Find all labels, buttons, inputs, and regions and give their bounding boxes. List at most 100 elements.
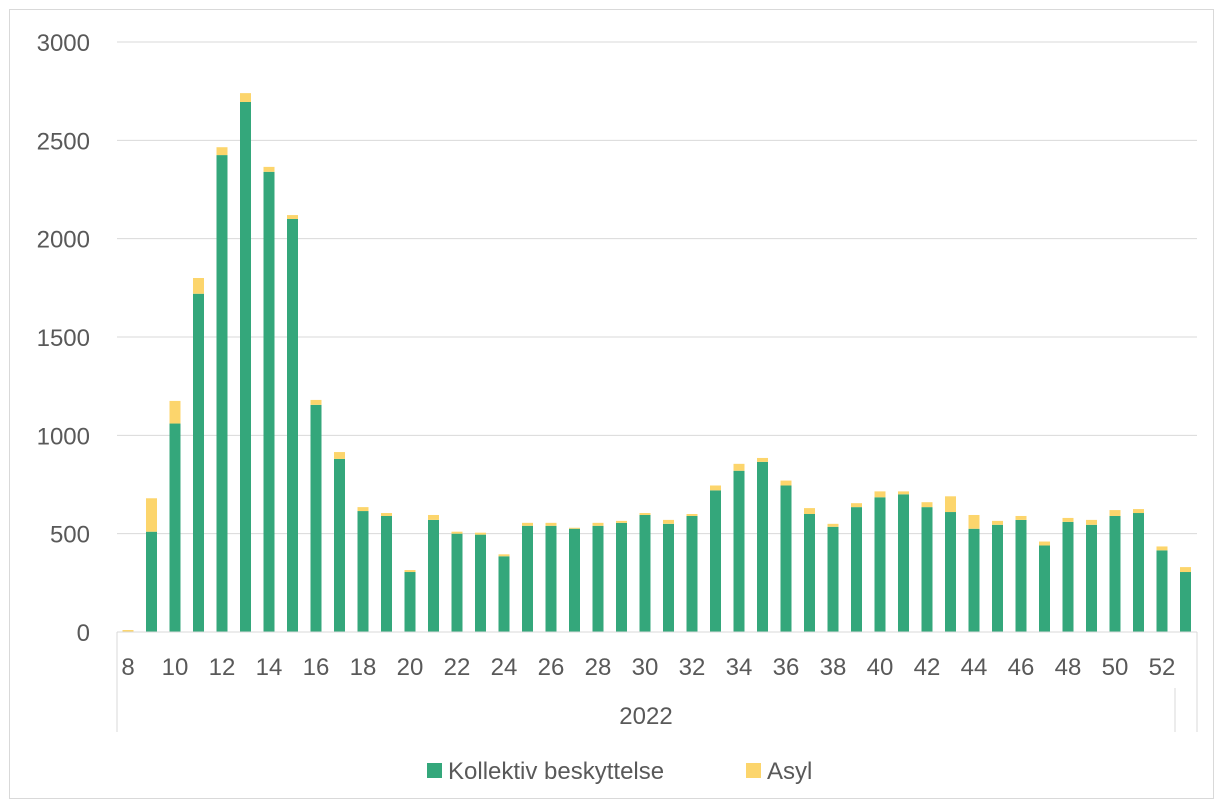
bar-kollektiv-week-18 [357, 511, 369, 632]
x-tick-label-42: 42 [914, 654, 941, 681]
bar-asyl-week-52 [1156, 546, 1168, 551]
bar-asyl-week-35 [757, 457, 768, 462]
bar-asyl-week-36 [780, 480, 792, 486]
x-tick-label-20: 20 [397, 654, 424, 681]
x-tick-label-48: 48 [1055, 654, 1082, 681]
bar-asyl-week-9 [146, 498, 157, 532]
bar-asyl-week-49 [1086, 519, 1097, 525]
bar-kollektiv-week-53 [1180, 572, 1191, 632]
bar-asyl-week-45 [992, 520, 1003, 525]
bar-asyl-week-44 [968, 514, 980, 529]
x-tick-label-16: 16 [303, 654, 330, 681]
chart-frame [9, 9, 1214, 799]
bar-asyl-week-10 [169, 400, 181, 424]
bar-kollektiv-week-40 [874, 497, 886, 632]
bar-asyl-week-33 [710, 485, 721, 491]
bar-asyl-week-47 [1039, 541, 1050, 546]
y-tick-label-500: 500 [50, 522, 90, 549]
x-tick-label-10: 10 [162, 654, 189, 681]
bar-kollektiv-week-22 [451, 533, 463, 632]
bar-asyl-week-40 [874, 491, 886, 498]
x-tick-label-52: 52 [1149, 654, 1176, 681]
bar-kollektiv-week-29 [616, 522, 627, 632]
bar-kollektiv-week-9 [146, 531, 157, 632]
bar-asyl-week-53 [1180, 567, 1191, 573]
bar-kollektiv-week-47 [1039, 545, 1050, 632]
bar-kollektiv-week-48 [1062, 521, 1074, 632]
bar-asyl-week-37 [804, 508, 815, 514]
bar-asyl-week-15 [287, 215, 298, 219]
bar-kollektiv-week-50 [1109, 515, 1121, 632]
x-tick-label-36: 36 [773, 654, 800, 681]
bar-kollektiv-week-39 [851, 507, 862, 632]
x-tick-label-50: 50 [1102, 654, 1129, 681]
bar-kollektiv-week-33 [710, 490, 721, 632]
bar-asyl-week-20 [404, 570, 416, 573]
x-tick-label-40: 40 [867, 654, 894, 681]
bar-asyl-week-31 [663, 519, 674, 524]
x-tick-label-30: 30 [632, 654, 659, 681]
bar-asyl-week-16 [310, 399, 322, 405]
bar-kollektiv-week-13 [240, 101, 251, 632]
legend-swatch-kollektiv [427, 763, 442, 778]
bar-kollektiv-week-27 [569, 528, 580, 632]
x-tick-label-44: 44 [961, 654, 988, 681]
bar-asyl-week-24 [498, 554, 510, 557]
bar-asyl-week-27 [569, 527, 580, 529]
x-axis-tick-labels: 8 10 12 14 16 18 20 22 24 26 28 30 32 34 36 38 40 42 44 46 4… [121, 654, 1175, 681]
bar-kollektiv-week-10 [169, 423, 181, 632]
bar-kollektiv-week-20 [404, 572, 416, 632]
bar-asyl-week-39 [851, 503, 862, 508]
bar-kollektiv-week-16 [310, 404, 322, 632]
bar-kollektiv-week-42 [921, 507, 933, 632]
x-tick-label-26: 26 [538, 654, 565, 681]
bar-kollektiv-week-36 [780, 485, 792, 632]
bar-asyl-week-51 [1133, 509, 1144, 514]
bar-kollektiv-week-26 [545, 525, 557, 632]
bar-asyl-week-19 [381, 513, 392, 516]
bar-kollektiv-week-46 [1015, 519, 1027, 632]
bar-kollektiv-week-12 [216, 155, 228, 633]
bar-asyl-week-34 [733, 463, 745, 471]
bar-asyl-week-48 [1062, 517, 1074, 522]
y-tick-label-2500: 2500 [37, 128, 90, 155]
bar-asyl-week-17 [334, 452, 345, 459]
bar-asyl-week-21 [428, 514, 439, 520]
bar-kollektiv-week-37 [804, 514, 815, 632]
x-tick-label-28: 28 [585, 654, 612, 681]
bar-asyl-week-38 [827, 523, 839, 527]
x-tick-label-32: 32 [679, 654, 706, 681]
bar-kollektiv-week-11 [193, 293, 204, 632]
bar-kollektiv-week-23 [475, 534, 486, 632]
bar-asyl-week-32 [686, 514, 698, 516]
y-tick-label-3000: 3000 [37, 30, 90, 57]
bar-kollektiv-week-25 [522, 525, 533, 632]
bar-asyl-week-28 [592, 522, 604, 526]
legend-label-asyl: Asyl [767, 758, 812, 785]
bar-asyl-week-42 [921, 502, 933, 508]
bar-asyl-week-25 [522, 522, 533, 526]
bar-asyl-week-14 [263, 166, 275, 172]
x-tick-label-24: 24 [491, 654, 518, 681]
x-tick-label-8: 8 [121, 654, 134, 681]
legend-swatch-asyl [746, 763, 761, 778]
bar-kollektiv-week-41 [898, 494, 909, 632]
bar-kollektiv-week-32 [686, 515, 698, 632]
bar-asyl-week-26 [545, 522, 557, 526]
bar-asyl-week-29 [616, 520, 627, 523]
bar-kollektiv-week-24 [498, 556, 510, 632]
x-tick-label-12: 12 [209, 654, 236, 681]
bar-kollektiv-week-31 [663, 523, 674, 632]
bar-kollektiv-week-21 [428, 519, 439, 632]
bar-kollektiv-week-43 [945, 512, 956, 632]
bar-kollektiv-week-38 [827, 526, 839, 632]
bars [122, 93, 1191, 633]
bar-asyl-week-8 [122, 630, 134, 632]
bar-asyl-week-22 [451, 531, 463, 534]
x-tick-label-34: 34 [726, 654, 753, 681]
bar-kollektiv-week-44 [968, 528, 980, 632]
bar-asyl-week-12 [216, 147, 228, 156]
gridlines [117, 41, 1197, 535]
legend-label-kollektiv: Kollektiv beskyttelse [448, 758, 664, 785]
